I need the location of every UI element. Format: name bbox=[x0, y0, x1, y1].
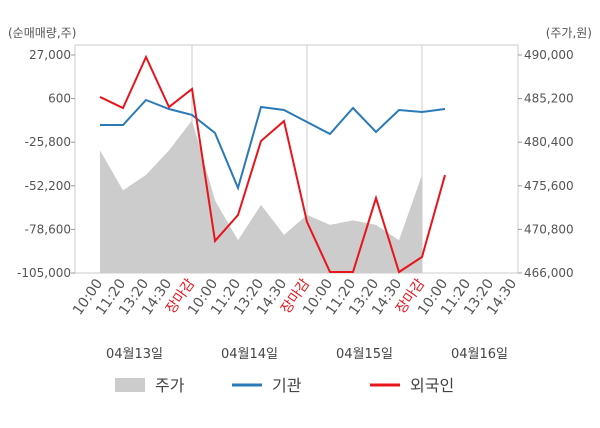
y-tick-label: -25,800 bbox=[25, 135, 71, 149]
legend-label: 외국인 bbox=[410, 376, 454, 395]
day-label: 04월13일 bbox=[106, 347, 163, 362]
y-tick-label: 27,000 bbox=[29, 48, 71, 62]
price-area bbox=[100, 120, 422, 274]
y-tick-label: 600 bbox=[48, 92, 71, 106]
legend-swatch bbox=[115, 378, 145, 392]
series-line bbox=[99, 54, 446, 274]
series-line bbox=[100, 98, 446, 191]
day-label: 04월16일 bbox=[451, 347, 508, 362]
y2-tick-label: 490,000 bbox=[524, 48, 574, 62]
day-label: 04월14일 bbox=[221, 347, 278, 362]
y-tick-label: -105,000 bbox=[17, 266, 71, 280]
y-axis-title: (순매매량,주) bbox=[8, 26, 76, 40]
y2-axis-title: (주가,원) bbox=[546, 26, 592, 40]
y2-tick-label: 470,800 bbox=[524, 222, 574, 236]
y-tick-label: -78,600 bbox=[25, 222, 71, 236]
y-tick-label: -52,200 bbox=[25, 179, 71, 193]
y2-tick-label: 480,400 bbox=[524, 135, 574, 149]
legend-label: 기관 bbox=[272, 376, 302, 395]
legend-label: 주가 bbox=[155, 376, 185, 395]
day-label: 04월15일 bbox=[336, 347, 393, 362]
y2-tick-label: 485,200 bbox=[524, 92, 574, 106]
y2-tick-label: 475,600 bbox=[524, 179, 574, 193]
y2-tick-label: 466,000 bbox=[524, 266, 574, 280]
